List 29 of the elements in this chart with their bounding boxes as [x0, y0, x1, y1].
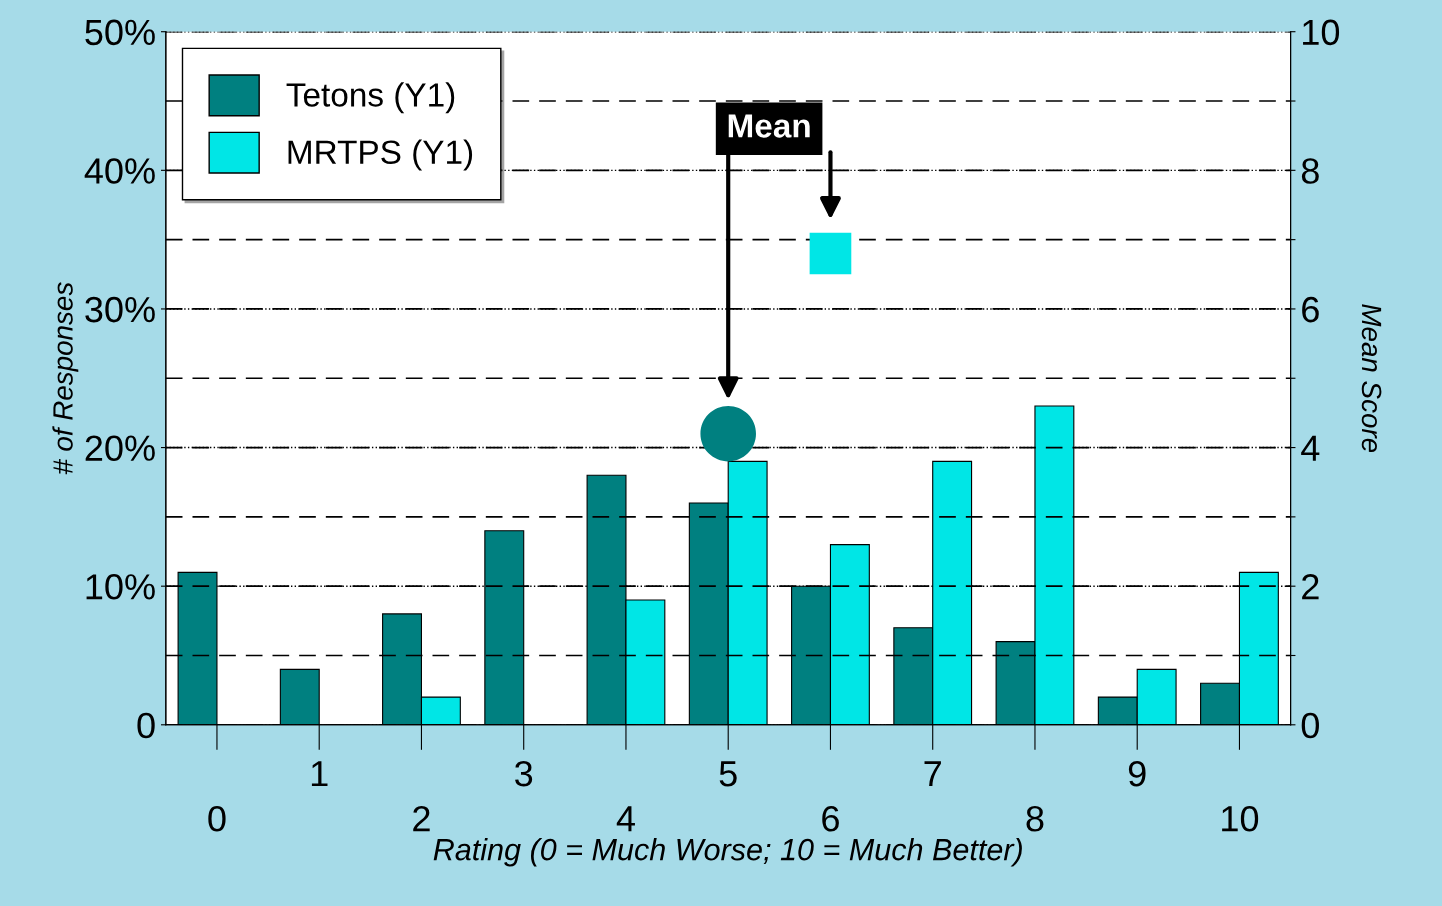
x-tick-label: 3	[515, 760, 533, 787]
y2-axis-title: Mean Score	[1361, 304, 1382, 453]
x-tick-label: 5	[719, 761, 737, 787]
y2-tick-label: 8	[1301, 158, 1319, 184]
y2-tick-label: 0	[1301, 712, 1319, 739]
y2-tick-label: 2	[1302, 574, 1319, 600]
y-tick-label: 0	[137, 712, 155, 739]
x-tick-label: 9	[1128, 760, 1146, 787]
y2-tick-label: 10	[1303, 19, 1340, 46]
x-tick-label: 0	[208, 805, 226, 832]
y2-tick-label: 4	[1301, 435, 1320, 461]
y-tick-label: 40%	[84, 158, 155, 184]
y-axis-title: # of Responses	[52, 282, 79, 475]
legend-label: MRTPS (Y1)	[288, 139, 473, 171]
annotation: Mean	[728, 114, 810, 138]
y-tick-label: 30%	[85, 296, 155, 323]
x-tick-label: 7	[924, 761, 941, 787]
x-tick-label: 2	[413, 805, 430, 832]
x-tick-label: 8	[1026, 805, 1044, 832]
x-tick-label: 4	[616, 806, 635, 832]
y-tick-label: 10%	[86, 574, 155, 600]
x-tick-label: 10	[1222, 805, 1259, 832]
y-tick-label: 20%	[85, 435, 155, 461]
x-axis-title: Rating (0 = Much Worse; 10 = Much Better)	[433, 837, 1022, 867]
legend-label: Tetons (Y1)	[286, 82, 455, 114]
x-tick-label: 1	[311, 761, 328, 787]
y2-tick-label: 6	[1302, 296, 1319, 323]
x-tick-label: 6	[822, 805, 839, 832]
y-tick-label: 50%	[85, 19, 155, 46]
